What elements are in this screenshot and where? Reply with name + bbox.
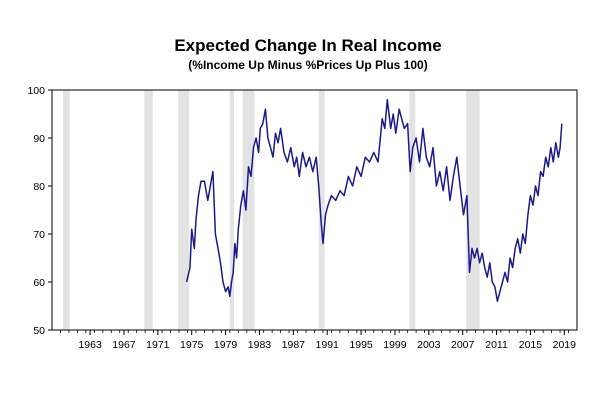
x-tick-label-2019: 2019: [553, 339, 577, 351]
recession-band-6: [409, 90, 416, 330]
plot-frame: [51, 89, 578, 331]
recession-band-3: [229, 90, 235, 330]
chart-title: Expected Change In Real Income: [174, 36, 442, 55]
chart-subtitle: (%Income Up Minus %Prices Up Plus 100): [188, 58, 428, 72]
recession-band-5: [318, 90, 325, 330]
series-line: [185, 98, 563, 302]
x-tick-label-1991: 1991: [316, 339, 340, 351]
y-tick-label-100: 100: [27, 85, 45, 97]
recession-band-2: [178, 90, 190, 330]
x-tick-label-1999: 1999: [383, 339, 407, 351]
axes: 50 60 70 80 90 100 1963 1967 1971 1975 1979 1983 198…: [27, 85, 576, 351]
x-tick-label-2011: 2011: [485, 339, 508, 351]
x-tick-label-1971: 1971: [146, 339, 170, 351]
y-tick-label-50: 50: [33, 325, 45, 337]
x-tick-label-1987: 1987: [282, 339, 306, 351]
recession-band-1: [144, 90, 153, 330]
x-tick-label-1979: 1979: [214, 339, 238, 351]
y-tick-label-90: 90: [33, 133, 45, 145]
x-tick-label-1963: 1963: [78, 339, 102, 351]
recession-band-0: [63, 90, 70, 330]
x-tick-label-2007: 2007: [451, 339, 475, 351]
x-tick-label-1995: 1995: [349, 339, 373, 351]
y-tick-label-60: 60: [33, 277, 45, 289]
x-tick-label-1967: 1967: [112, 339, 136, 351]
x-tick-label-2003: 2003: [417, 339, 441, 351]
recession-bands: [63, 90, 480, 330]
x-tick-label-1975: 1975: [180, 339, 204, 351]
x-tick-label-2015: 2015: [519, 339, 543, 351]
recession-band-4: [242, 90, 255, 330]
x-tick-label-1983: 1983: [248, 339, 272, 351]
y-tick-label-80: 80: [33, 181, 45, 193]
y-tick-label-70: 70: [33, 229, 45, 241]
